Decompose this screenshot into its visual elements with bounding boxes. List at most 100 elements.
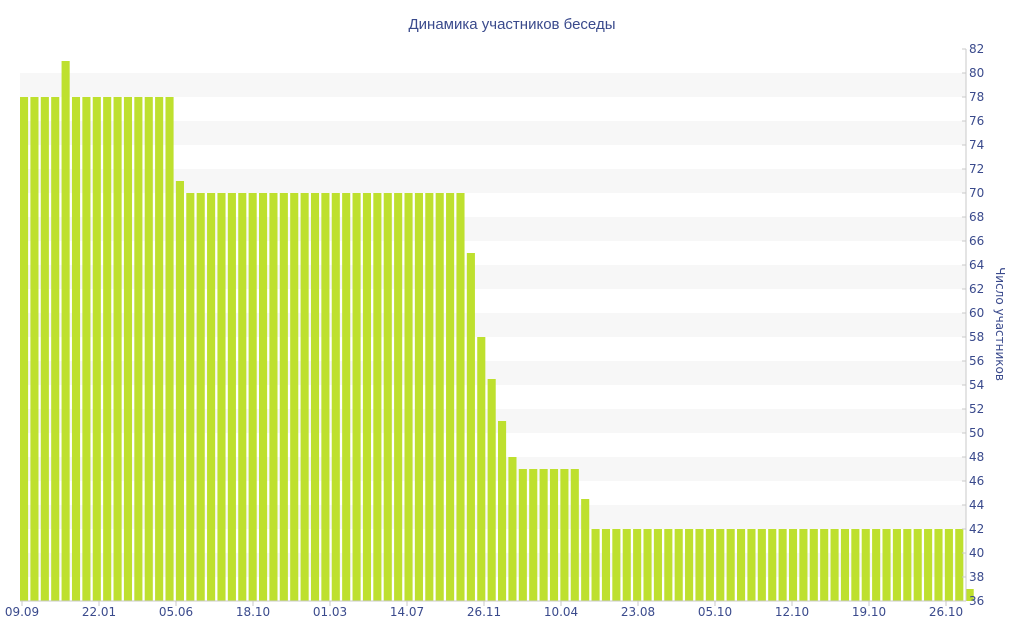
bar (248, 193, 257, 601)
bar (830, 529, 839, 601)
y-tick-label: 50 (969, 426, 984, 440)
bar (861, 529, 870, 601)
y-tick-label: 74 (969, 138, 984, 152)
bar (747, 529, 756, 601)
y-tick-label: 58 (969, 330, 984, 344)
bar (633, 529, 642, 601)
bar (872, 529, 881, 601)
bar (217, 193, 226, 601)
bar (601, 529, 611, 601)
y-tick-label: 36 (969, 594, 984, 608)
bar (51, 97, 60, 601)
bar (560, 469, 569, 601)
y-tick-label: 54 (969, 378, 984, 392)
bar-series (20, 61, 974, 601)
bar (446, 193, 455, 601)
bar (373, 193, 382, 601)
bar (238, 193, 247, 601)
bar (664, 529, 673, 601)
bar (20, 97, 29, 601)
bar (591, 529, 600, 601)
y-axis-ticks: 36 38 40 42 44 46 48 50 52 54 56 58 60 62 64 66 68 70 72 74… (962, 42, 984, 608)
bar (643, 529, 652, 601)
bar (352, 193, 361, 601)
bar (383, 193, 392, 601)
bar (695, 529, 704, 601)
bar (622, 529, 631, 601)
bar (757, 529, 766, 601)
bar (944, 529, 953, 601)
bar (674, 529, 683, 601)
chart-title: Динамика участников беседы (409, 16, 616, 33)
y-tick-label: 82 (969, 42, 984, 56)
bar (788, 529, 798, 601)
bar (799, 529, 808, 601)
bar (685, 529, 694, 601)
grid-band (20, 73, 966, 97)
bar (934, 529, 943, 601)
bar (965, 589, 974, 601)
bar (279, 193, 288, 601)
y-tick-label: 64 (969, 258, 984, 272)
x-tick-label: 09.09 (5, 605, 39, 619)
bar (581, 499, 590, 601)
bar (269, 193, 278, 601)
bar (165, 97, 174, 601)
bar (851, 529, 860, 601)
bar (175, 181, 184, 601)
bar (425, 193, 434, 601)
y-tick-label: 72 (969, 162, 984, 176)
x-tick-label: 26.10 (929, 605, 963, 619)
bar (529, 469, 538, 601)
grid-band (20, 121, 966, 145)
bar (539, 469, 548, 601)
bar (61, 61, 70, 601)
x-tick-label: 05.10 (698, 605, 732, 619)
bar (362, 193, 372, 601)
y-tick-label: 42 (969, 522, 984, 536)
bar (394, 193, 403, 601)
x-tick-label: 10.04 (544, 605, 578, 619)
bar (716, 529, 725, 601)
bar (892, 529, 901, 601)
bar (404, 193, 413, 601)
bar (259, 193, 268, 601)
bar (414, 193, 423, 601)
bar (903, 529, 912, 601)
bar (227, 193, 236, 601)
x-tick-label: 22.01 (82, 605, 116, 619)
y-tick-label: 70 (969, 186, 984, 200)
bar (134, 97, 143, 601)
bar (82, 97, 91, 601)
y-tick-label: 46 (969, 474, 984, 488)
bar (342, 193, 351, 601)
bar (737, 529, 746, 601)
y-tick-label: 68 (969, 210, 984, 224)
y-axis-label: Число участников (993, 267, 1007, 381)
y-tick-label: 56 (969, 354, 984, 368)
bar (913, 529, 922, 601)
bar (882, 529, 891, 601)
x-tick-label: 19.10 (852, 605, 886, 619)
bar (456, 193, 465, 601)
x-tick-label: 01.03 (313, 605, 347, 619)
bar (653, 529, 662, 601)
bar (778, 529, 787, 601)
bar (92, 97, 101, 601)
y-tick-label: 76 (969, 114, 984, 128)
y-tick-label: 80 (969, 66, 984, 80)
x-tick-label: 05.06 (159, 605, 193, 619)
bar (612, 529, 621, 601)
bar (477, 337, 486, 601)
x-tick-label: 18.10 (236, 605, 270, 619)
bar (840, 529, 850, 601)
bar (331, 193, 340, 601)
bar (809, 529, 818, 601)
y-tick-label: 38 (969, 570, 984, 584)
y-tick-label: 60 (969, 306, 984, 320)
bar (123, 97, 133, 601)
bar (466, 253, 475, 601)
y-tick-label: 62 (969, 282, 984, 296)
x-tick-label: 23.08 (621, 605, 655, 619)
bar (955, 529, 964, 601)
